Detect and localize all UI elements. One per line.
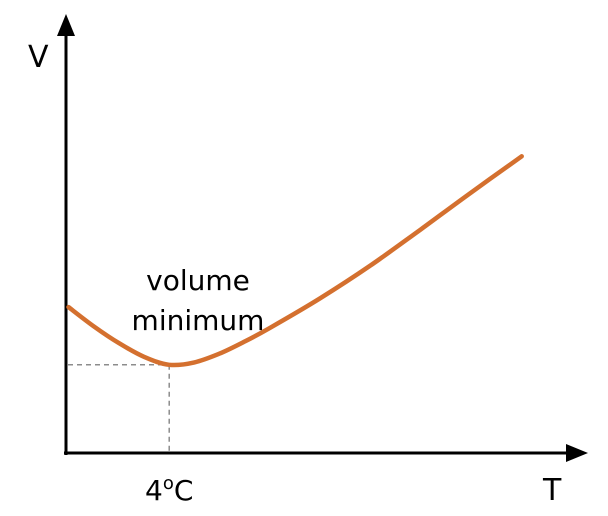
x-tick-label: 4oC [145, 473, 193, 507]
x-tick-degree: o [163, 473, 174, 494]
y-axis-arrow-icon [57, 14, 75, 36]
annotation-line1: volume [146, 264, 250, 297]
annotation-line2: minimum [132, 304, 265, 337]
x-axis-label: T [542, 473, 562, 508]
x-tick-value: 4 [145, 474, 163, 507]
y-axis-label: V [28, 40, 49, 75]
x-tick-unit: C [174, 474, 194, 507]
volume-curve [66, 154, 524, 368]
x-axis-arrow-icon [566, 444, 588, 462]
